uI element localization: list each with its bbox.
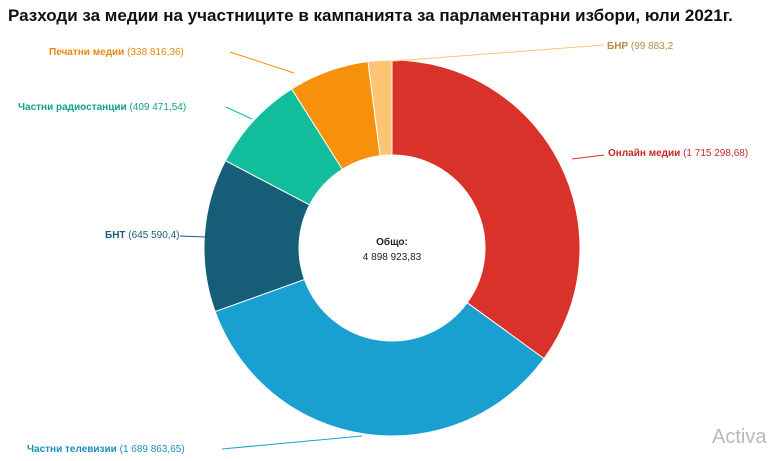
total-value: 4 898 923,83 [363,252,422,263]
slice-value-0: 1 715 298,68 [686,148,745,159]
slice-label-0: Онлайн медии (1 715 298,68) [608,148,748,159]
slice-name-4: Печатни медии [49,47,124,58]
slice-value-4: 338 816,36 [130,47,180,58]
slice-name-1: Частни телевизии [27,444,117,455]
slice-5[interactable] [367,59,393,157]
slice-value-2: 645 590,4 [132,230,177,241]
slice-value-3: 409 471,54 [133,102,183,113]
leader-line-1 [221,435,363,450]
slice-0[interactable] [391,59,581,360]
slice-label-5: БНР (99 883,2 [607,41,674,52]
slice-name-0: Онлайн медии [608,148,680,159]
leader-line-3 [225,106,253,120]
chart-title: Разходи за медии на участниците в кампан… [8,6,733,25]
slice-value-5: 99 883,2 [634,41,673,52]
slice-name-2: БНТ [105,230,126,241]
slice-name-3: Частни радиостанции [18,102,127,113]
slice-value-1: 1 689 863,65 [123,444,182,455]
watermark: Activa [712,426,767,448]
slice-name-5: БНР [607,41,628,52]
slice-1[interactable] [214,278,545,437]
leader-line-4 [229,51,295,74]
slice-label-4: Печатни медии (338 816,36) [49,47,184,58]
slice-label-3: Частни радиостанции (409 471,54) [18,102,186,113]
leader-line-2 [179,235,206,238]
total-label: Общо: [376,236,408,248]
leader-line-0 [571,154,605,160]
slice-label-1: Частни телевизии (1 689 863,65) [27,444,185,455]
leader-line-5 [380,44,605,63]
slice-label-2: БНТ (645 590,4) [105,230,179,241]
